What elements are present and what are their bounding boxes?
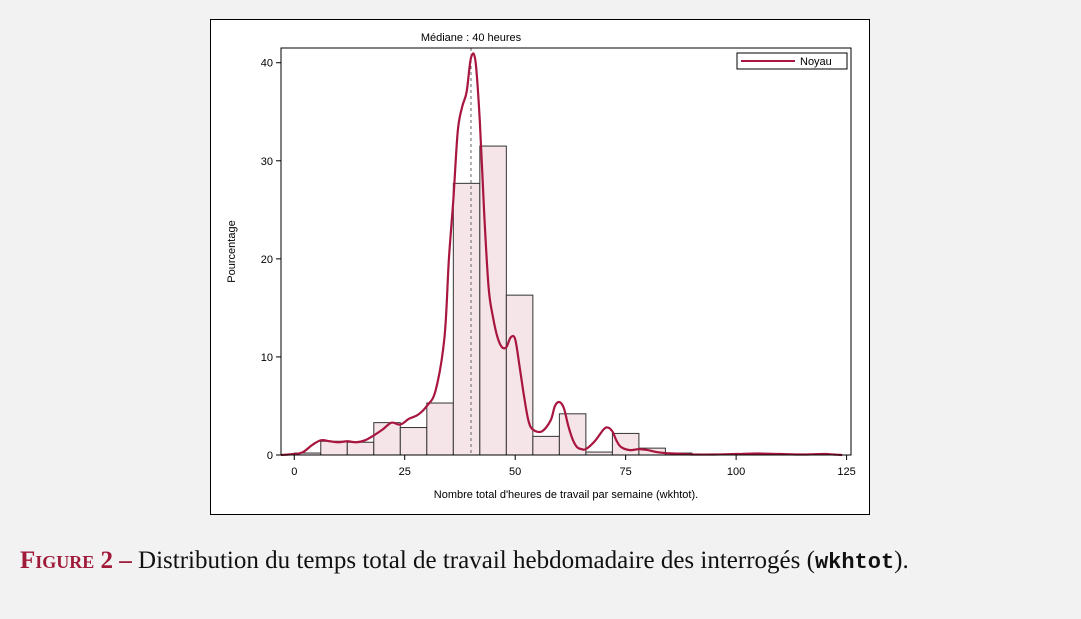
bars-layer xyxy=(293,145,693,456)
histogram-bar-6 xyxy=(452,182,481,456)
histogram-bar-4 xyxy=(399,427,428,456)
curve-layer xyxy=(280,52,843,457)
plot-frame xyxy=(280,47,852,456)
y-axis-label: Pourcentage xyxy=(226,220,238,282)
histogram-bar-2 xyxy=(346,441,375,456)
x-tick-label-125: 125 xyxy=(837,466,855,478)
histogram-bar-3 xyxy=(373,422,401,456)
kernel-density-curve-noyau xyxy=(280,52,843,457)
histogram-bar-5 xyxy=(426,402,454,456)
x-tick-label-50: 50 xyxy=(509,466,521,478)
histogram-bar-1 xyxy=(320,440,348,456)
figure-caption: Figure 2 – Distribution du temps total d… xyxy=(20,545,1070,579)
x-tick-label-25: 25 xyxy=(399,466,411,478)
caption-text: Distribution du temps total de travail h… xyxy=(131,547,815,574)
legend: Noyau xyxy=(736,52,848,70)
caption-variable-code: wkhtot xyxy=(814,550,895,575)
figure-frame: 0 25 50 75 100 125 0 10 20 30 40 Médiane : 40 heur… xyxy=(210,19,870,515)
y-tick-label-40: 40 xyxy=(261,58,273,70)
x-tick-label-0: 0 xyxy=(291,466,297,478)
x-tick-label-100: 100 xyxy=(727,466,745,478)
y-tick-label-10: 10 xyxy=(261,352,273,364)
y-tick-label-30: 30 xyxy=(261,156,273,168)
x-axis-label: Nombre total d'heures de travail par sem… xyxy=(434,489,698,501)
chart-title: Médiane : 40 heures xyxy=(421,32,522,44)
x-tick-label-75: 75 xyxy=(620,466,632,478)
histogram-bar-8 xyxy=(505,294,534,456)
histogram-chart: 0 25 50 75 100 125 0 10 20 30 40 Médiane : 40 heur… xyxy=(226,32,856,501)
y-tick-label-0: 0 xyxy=(267,450,273,462)
caption-end: ). xyxy=(894,547,909,574)
figure-number: Figure 2 – xyxy=(20,547,132,574)
histogram-bar-9 xyxy=(532,435,560,456)
axes-layer: 0 25 50 75 100 125 0 10 20 30 40 xyxy=(261,58,856,478)
histogram-bar-12 xyxy=(611,432,640,456)
legend-label-noyau: Noyau xyxy=(800,56,832,68)
y-tick-label-20: 20 xyxy=(261,254,273,266)
